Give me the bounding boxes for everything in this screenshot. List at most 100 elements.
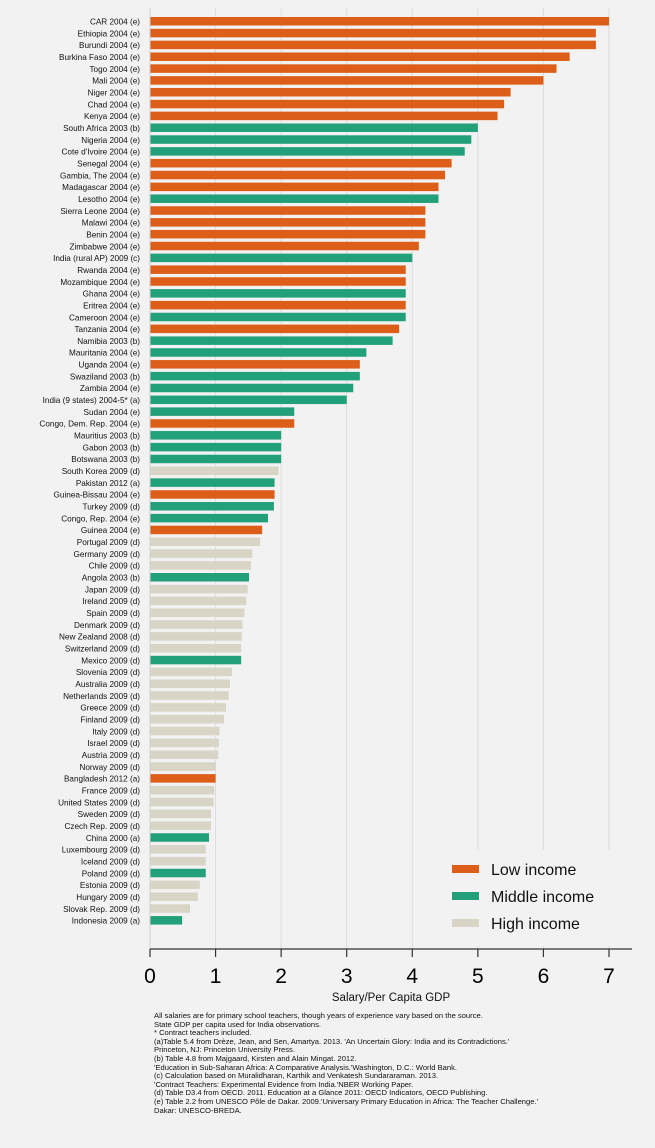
footnote-line: (a)Table 5.4 from Drèze, Jean, and Sen, … (154, 1036, 510, 1046)
footnote-line: (d) Table D3.4 from OECD. 2011. Educatio… (154, 1088, 488, 1098)
bar (150, 383, 354, 393)
bar-label: Uganda 2004 (e) (79, 361, 141, 370)
legend-label: High income (491, 916, 580, 933)
bar (150, 241, 419, 251)
footnotes: All salaries are for primary school teac… (154, 1011, 649, 1115)
bar-label: Luxembourg 2009 (d) (62, 846, 141, 855)
bar (150, 762, 216, 771)
bar-label: Angola 2003 (b) (82, 574, 141, 583)
bar (150, 324, 400, 334)
bar-label: Malawi 2004 (e) (82, 219, 141, 228)
bar-label: Eritrea 2004 (e) (83, 301, 140, 310)
bar (150, 809, 211, 819)
bar-label: United States 2009 (d) (58, 798, 140, 807)
legend: Low income Middle income High income (440, 850, 632, 946)
bar-label: Zambia 2004 (e) (80, 384, 140, 393)
bar (150, 28, 596, 38)
bar (150, 608, 245, 617)
legend-swatch (452, 892, 479, 900)
bar-label: Czech Rep. 2009 (d) (64, 822, 140, 831)
bar (150, 442, 282, 452)
legend-swatch (452, 919, 479, 927)
bar-label: Congo, Dem. Rep. 2004 (e) (39, 420, 140, 429)
x-tick-label: 2 (275, 965, 287, 988)
bar (150, 289, 406, 298)
bar-label: Indonesia 2009 (a) (72, 917, 141, 926)
bar-label: Senegal 2004 (e) (77, 159, 140, 168)
bar-label: Congo, Rep. 2004 (e) (61, 514, 140, 523)
bar-label: Turkey 2009 (d) (83, 503, 141, 512)
bar (150, 643, 242, 653)
bar (150, 821, 211, 830)
bar-label: Japan 2009 (d) (85, 585, 140, 594)
bar-label: Guinea-Bissau 2004 (e) (54, 491, 141, 500)
bar (150, 454, 282, 464)
bar (150, 513, 269, 523)
bar (150, 431, 282, 440)
bar-label: Cameroon 2004 (e) (69, 313, 140, 322)
bar-label: China 2000 (a) (86, 834, 140, 843)
bar (150, 336, 393, 345)
legend-label: Low income (491, 862, 576, 879)
bar (150, 584, 248, 594)
bar (150, 147, 465, 156)
bar-label: Swaziland 2003 (b) (70, 372, 140, 381)
footnote-line: Dakar: UNESCO-BREDA. (154, 1105, 242, 1115)
bar-label: Sudan 2004 (e) (84, 408, 141, 417)
bar-label: Gabon 2003 (b) (83, 443, 141, 452)
bar-label: Israel 2009 (d) (87, 739, 140, 748)
bar (150, 785, 215, 795)
bar-label: New Zealand 2008 (d) (59, 633, 140, 642)
bar-label: Mali 2004 (e) (92, 77, 140, 86)
bar-label: Niger 2004 (e) (88, 88, 141, 97)
bar (150, 691, 229, 700)
x-tick-label: 1 (210, 965, 222, 988)
bar (150, 880, 200, 890)
bar-label: Italy 2009 (d) (92, 727, 140, 736)
bar-label: Mexico 2009 (d) (81, 656, 140, 665)
bar (150, 561, 251, 570)
bar-label: Denmark 2009 (d) (74, 621, 140, 630)
bar (150, 277, 406, 286)
footnote-line: All salaries are for primary school teac… (154, 1011, 483, 1020)
bar-label: Gambia, The 2004 (e) (60, 171, 140, 180)
bar (150, 407, 295, 416)
bar-label: India (9 states) 2004-5* (a) (43, 396, 141, 405)
bar (150, 466, 279, 476)
x-tick-label: 3 (341, 965, 353, 988)
footnote-line: 'Education in Sub-Saharan Africa: A Comp… (154, 1062, 458, 1072)
bar-label: Togo 2004 (e) (89, 65, 140, 74)
bar (150, 679, 230, 688)
bar (150, 774, 216, 783)
bar (150, 667, 232, 677)
bar (150, 229, 426, 239)
bar (150, 395, 347, 405)
bar-label: Australia 2009 (d) (75, 680, 140, 689)
x-tick-label: 0 (144, 965, 156, 988)
bar-label: Iceland 2009 (d) (81, 857, 140, 866)
bar-label: Netherlands 2009 (d) (63, 692, 140, 701)
bar-label: Ethiopia 2004 (e) (78, 29, 141, 38)
bar-label: CAR 2004 (e) (90, 18, 140, 27)
bar (150, 845, 206, 854)
bar-label: Poland 2009 (d) (82, 869, 141, 878)
bar (150, 632, 242, 641)
bar (150, 419, 295, 428)
bar (150, 655, 242, 665)
bar-label: Greece 2009 (d) (80, 704, 140, 713)
bar-label: Finland 2009 (d) (80, 715, 140, 724)
bar (150, 868, 206, 878)
bar-label: Ghana 2004 (e) (83, 290, 141, 299)
bar-label: Sweden 2009 (d) (78, 810, 141, 819)
bar (150, 170, 446, 180)
bar-label: Portugal 2009 (d) (77, 538, 141, 547)
bar (150, 738, 219, 748)
bar (150, 620, 243, 629)
bar (150, 17, 609, 26)
bar (150, 502, 274, 511)
bar (150, 490, 275, 499)
bar-label: Benin 2004 (e) (86, 230, 140, 239)
bar-label: Hungary 2009 (d) (76, 893, 140, 902)
bar-label: Ireland 2009 (d) (82, 597, 140, 606)
bar-label: Burundi 2004 (e) (79, 41, 140, 50)
